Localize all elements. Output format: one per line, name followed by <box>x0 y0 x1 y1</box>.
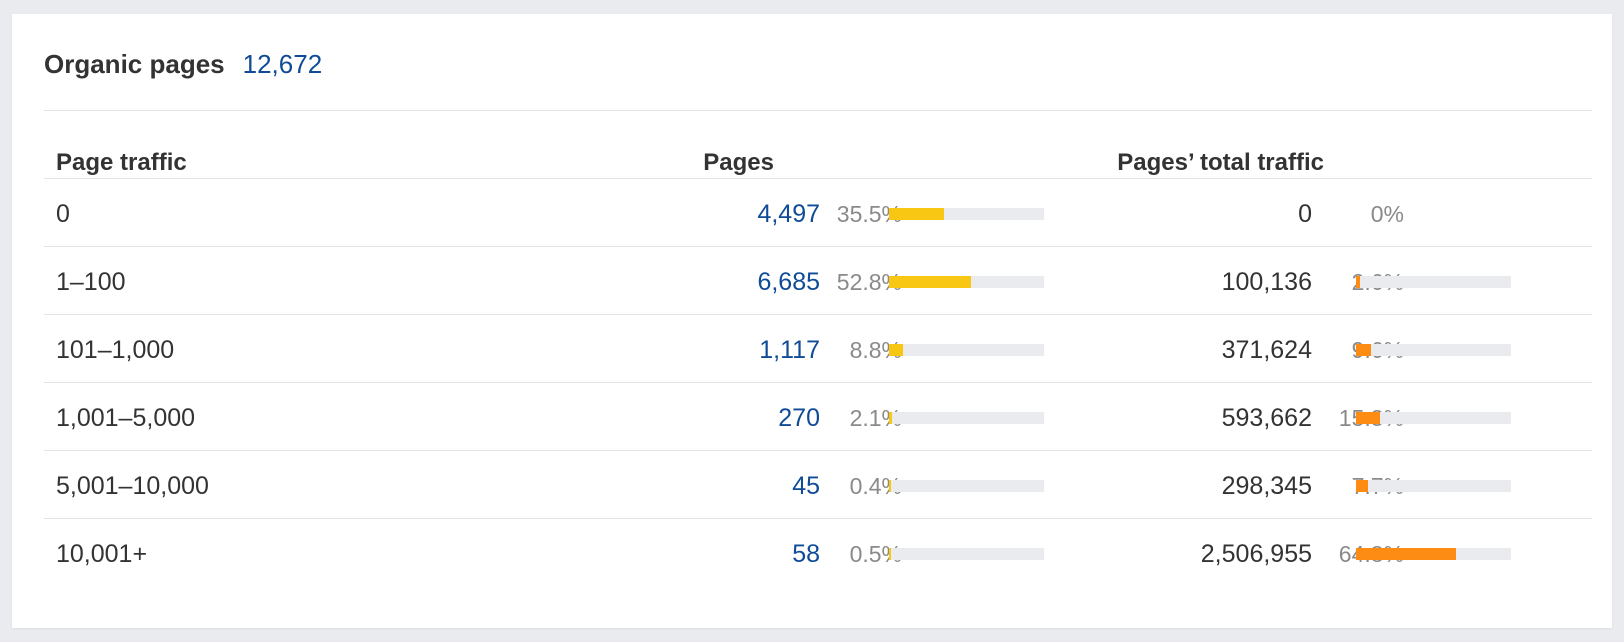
pages-share-bar <box>889 480 1044 492</box>
total-traffic-value: 371,624 <box>1221 336 1312 364</box>
total-traffic-value: 298,345 <box>1221 472 1312 500</box>
card-header: Organic pages 12,672 <box>44 14 322 114</box>
row-divider <box>44 382 1592 383</box>
traffic-share-bar-fill <box>1356 412 1380 424</box>
column-header-pages: Pages <box>703 149 774 176</box>
pages-share-bar-fill <box>889 412 892 424</box>
traffic-share-bar-fill <box>1356 276 1360 288</box>
divider <box>44 110 1592 111</box>
page-traffic-range: 1,001–5,000 <box>56 404 196 432</box>
card-title: Organic pages <box>44 48 225 79</box>
traffic-share-bar <box>1356 344 1511 356</box>
page-traffic-range: 1–100 <box>56 268 126 296</box>
total-traffic-percent: 0% <box>1370 201 1404 227</box>
page-traffic-range: 10,001+ <box>56 540 148 568</box>
pages-share-bar-fill <box>889 548 891 560</box>
pages-share-bar <box>889 548 1044 560</box>
organic-pages-count-link[interactable]: 12,672 <box>242 48 323 79</box>
traffic-share-bar <box>1356 480 1511 492</box>
total-traffic-value: 2,506,955 <box>1200 540 1312 568</box>
table-row: 0 4,497 35.5% 0 0% <box>44 179 1592 249</box>
organic-pages-card: Organic pages 12,672 Page traffic Pages … <box>12 14 1612 628</box>
pages-count-link[interactable]: 6,685 <box>757 268 820 296</box>
traffic-share-bar-fill <box>1356 480 1368 492</box>
page-traffic-range: 0 <box>56 200 70 228</box>
pages-count-link[interactable]: 45 <box>792 472 820 500</box>
traffic-share-bar <box>1356 276 1511 288</box>
pages-count-link[interactable]: 58 <box>792 540 820 568</box>
pages-share-bar <box>889 208 1044 220</box>
pages-share-bar-fill <box>889 480 891 492</box>
pages-share-bar-fill <box>889 208 944 220</box>
row-divider <box>44 246 1592 247</box>
total-traffic-value: 593,662 <box>1221 404 1312 432</box>
traffic-share-bar-fill <box>1356 344 1371 356</box>
pages-count-link[interactable]: 4,497 <box>757 200 820 228</box>
page-traffic-range: 5,001–10,000 <box>56 472 209 500</box>
row-divider <box>44 518 1592 519</box>
page-traffic-range: 101–1,000 <box>56 336 175 364</box>
traffic-share-bar <box>1356 548 1511 560</box>
total-traffic-value: 100,136 <box>1221 268 1312 296</box>
column-header-page-traffic: Page traffic <box>56 149 187 176</box>
pages-share-bar <box>889 276 1044 288</box>
total-traffic-value: 0 <box>1298 200 1312 228</box>
divider <box>44 178 1592 179</box>
pages-share-bar <box>889 344 1044 356</box>
column-header-pages-total-traffic: Pages’ total traffic <box>1117 149 1324 176</box>
pages-share-bar-fill <box>889 276 971 288</box>
row-divider <box>44 450 1592 451</box>
traffic-share-bar <box>1356 412 1511 424</box>
pages-share-bar <box>889 412 1044 424</box>
table-row: 10,001+580.5%2,506,95564.8% <box>44 519 1592 589</box>
pages-share-bar-fill <box>889 344 903 356</box>
pages-count-link[interactable]: 270 <box>778 404 820 432</box>
pages-count-link[interactable]: 1,117 <box>759 336 820 364</box>
row-divider <box>44 314 1592 315</box>
traffic-share-bar-fill <box>1356 548 1456 560</box>
